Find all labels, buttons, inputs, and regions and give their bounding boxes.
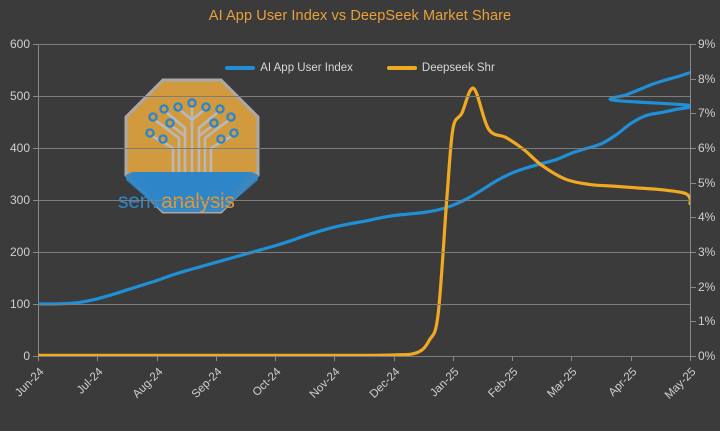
wordmark-semi: semi: [118, 190, 162, 213]
right-axis-tick-mark: [691, 148, 696, 149]
x-axis-tick-label: Aug-24: [130, 366, 166, 401]
right-axis-tick-label: 5%: [698, 175, 716, 190]
left-axis-tick-label: 0: [23, 349, 30, 363]
x-axis-tick-mark: [38, 356, 39, 361]
x-axis-tick-mark: [156, 356, 158, 361]
left-axis-tick-label: 500: [9, 89, 30, 103]
x-axis-tick-mark: [630, 356, 632, 361]
x-axis-tick-label: Dec-24: [367, 366, 403, 401]
x-axis-tick-label: Feb-25: [486, 366, 521, 401]
gridline: [38, 148, 690, 149]
wordmark-analysis: analysis: [161, 190, 235, 213]
right-axis-tick-mark: [691, 78, 696, 80]
left-axis-tick-label: 600: [9, 37, 30, 51]
left-axis-tick-mark: [33, 356, 38, 357]
right-axis-tick-mark: [691, 356, 696, 357]
x-axis-tick-mark: [215, 356, 217, 361]
x-axis-tick-label: May-25: [662, 366, 699, 402]
right-axis-tick-mark: [691, 44, 696, 45]
left-axis-tick-mark: [33, 252, 38, 253]
gridline: [38, 96, 690, 97]
x-axis-tick-mark: [512, 356, 514, 361]
right-axis-tick-mark: [691, 217, 696, 219]
gridline: [38, 356, 690, 357]
right-axis-tick-mark: [691, 113, 696, 115]
left-axis-tick-mark: [33, 304, 38, 305]
x-axis-tick-label: Jul-24: [75, 366, 106, 397]
left-axis-tick-label: 200: [9, 245, 30, 259]
semianalysis-wordmark: semianalysis: [118, 190, 235, 214]
x-axis-tick-label: Sep-24: [189, 366, 225, 401]
left-axis-tick-label: 300: [9, 193, 30, 207]
right-axis-tick-label: 9%: [698, 37, 716, 51]
x-axis-tick-label: Mar-25: [545, 366, 580, 401]
left-axis-tick-label: 100: [9, 297, 30, 311]
series-layer: [38, 71, 690, 356]
right-axis-tick-label: 0%: [698, 349, 716, 363]
x-axis-tick-mark: [275, 356, 277, 361]
x-axis-tick-mark: [97, 356, 99, 361]
x-axis-tick-label: Oct-24: [250, 366, 284, 399]
right-axis-tick-mark: [691, 182, 696, 184]
x-axis-tick-label: Jan-25: [428, 366, 462, 400]
x-axis-tick-label: Nov-24: [308, 366, 343, 401]
left-axis-tick-mark: [33, 96, 38, 97]
plot-area: [38, 44, 690, 357]
right-axis-tick-label: 1%: [698, 314, 716, 329]
chart-title: AI App User Index vs DeepSeek Market Sha…: [208, 8, 512, 24]
right-axis-tick-mark: [691, 252, 696, 253]
left-axis-tick-mark: [33, 44, 38, 45]
gridline: [38, 200, 690, 201]
left-axis-tick-mark: [33, 200, 38, 201]
right-axis-tick-label: 6%: [698, 141, 716, 155]
x-axis-tick-label: Jun-24: [13, 366, 47, 400]
right-axis-tick-label: 7%: [698, 106, 716, 121]
x-axis-tick-mark: [571, 356, 573, 361]
x-axis-tick-mark: [452, 356, 454, 361]
left-axis-tick-mark: [33, 148, 38, 149]
right-axis-tick-label: 2%: [698, 279, 716, 294]
right-axis-tick-mark: [691, 321, 696, 323]
x-axis-tick-mark: [334, 356, 336, 361]
right-axis-tick-label: 3%: [698, 245, 716, 259]
right-axis-tick-label: 8%: [698, 71, 716, 86]
series-line-deepseek-shr: [38, 86, 690, 356]
right-axis-tick-label: 4%: [698, 210, 716, 225]
series-line-ai-app-user-index: [38, 71, 690, 306]
left-axis-tick-label: 400: [9, 141, 30, 155]
gridline: [38, 252, 690, 253]
gridline: [38, 44, 690, 45]
x-axis-tick-mark: [690, 356, 691, 361]
right-axis-line: [690, 44, 691, 357]
gridline: [38, 304, 690, 305]
x-axis-tick-mark: [393, 356, 395, 361]
right-axis-tick-mark: [691, 286, 696, 288]
x-axis-tick-label: Apr-25: [606, 366, 640, 399]
